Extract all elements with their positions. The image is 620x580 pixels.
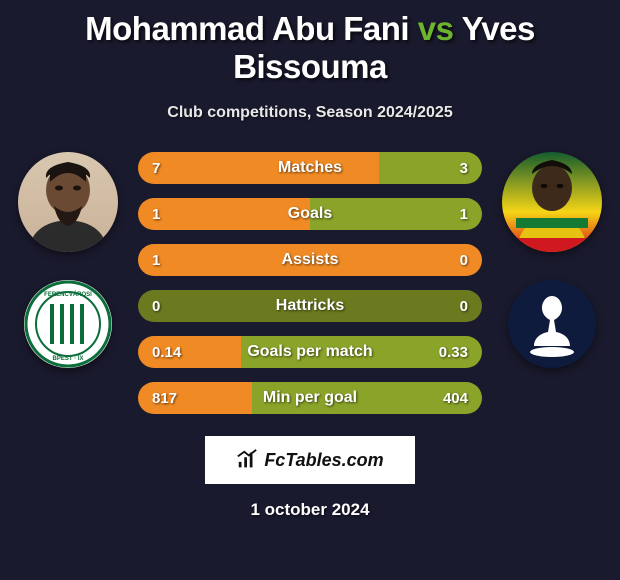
stat-row: 0.14 0.33 Goals per match xyxy=(138,336,482,368)
stat-left-value: 0 xyxy=(152,298,160,315)
player1-club-badge: FERENCVÁROSI BPEST · IX xyxy=(24,280,112,368)
stat-name-label: Goals xyxy=(288,205,332,223)
stat-left-value: 1 xyxy=(152,206,160,223)
stat-right-value: 3 xyxy=(460,160,468,177)
stat-name-label: Hattricks xyxy=(276,297,344,315)
subtitle: Club competitions, Season 2024/2025 xyxy=(8,104,612,122)
player1-avatar xyxy=(18,152,118,252)
comparison-title: Mohammad Abu Fani vs Yves Bissouma xyxy=(8,10,612,86)
player1-avatar-img xyxy=(18,152,118,252)
stat-name-label: Goals per match xyxy=(247,343,372,361)
svg-text:FERENCVÁROSI: FERENCVÁROSI xyxy=(44,291,92,298)
title-player1: Mohammad Abu Fani xyxy=(85,10,409,47)
stat-name-label: Assists xyxy=(282,251,339,269)
player2-avatar-img xyxy=(502,152,602,252)
player1-silhouette-icon xyxy=(18,152,118,252)
stat-row: 817 404 Min per goal xyxy=(138,382,482,414)
stat-right-value: 1 xyxy=(460,206,468,223)
left-side-column: FERENCVÁROSI BPEST · IX xyxy=(8,152,128,368)
title-vs: vs xyxy=(418,10,454,47)
tottenham-badge-icon xyxy=(508,280,596,368)
stat-right-value: 404 xyxy=(443,390,468,407)
right-side-column xyxy=(492,152,612,368)
player2-club-badge xyxy=(508,280,596,368)
stat-name-label: Matches xyxy=(278,159,342,177)
stat-left-value: 7 xyxy=(152,160,160,177)
stat-row: 7 3 Matches xyxy=(138,152,482,184)
ferencvaros-badge-icon: FERENCVÁROSI BPEST · IX xyxy=(24,280,112,368)
date-label: 1 october 2024 xyxy=(8,500,612,520)
player2-avatar xyxy=(502,152,602,252)
stat-row: 0 0 Hattricks xyxy=(138,290,482,322)
stat-right-value: 0.33 xyxy=(439,344,468,361)
stat-right-value: 0 xyxy=(460,298,468,315)
stat-name-label: Min per goal xyxy=(263,389,357,407)
svg-text:BPEST · IX: BPEST · IX xyxy=(52,356,83,362)
watermark: FcTables.com xyxy=(205,436,415,484)
stat-left-value: 817 xyxy=(152,390,177,407)
stats-column: 7 3 Matches 1 1 Goals 1 0 Assists 0 0 Hattricks 0.14… xyxy=(128,152,492,414)
main-comparison: FERENCVÁROSI BPEST · IX 7 3 Matches 1 1 Goals… xyxy=(8,152,612,414)
watermark-text: FcTables.com xyxy=(264,450,383,471)
stat-left-value: 0.14 xyxy=(152,344,181,361)
stat-row: 1 1 Goals xyxy=(138,198,482,230)
watermark-chart-icon xyxy=(236,449,258,471)
player2-silhouette-icon xyxy=(502,152,602,252)
stat-left-value: 1 xyxy=(152,252,160,269)
stat-row: 1 0 Assists xyxy=(138,244,482,276)
stat-right-value: 0 xyxy=(460,252,468,269)
